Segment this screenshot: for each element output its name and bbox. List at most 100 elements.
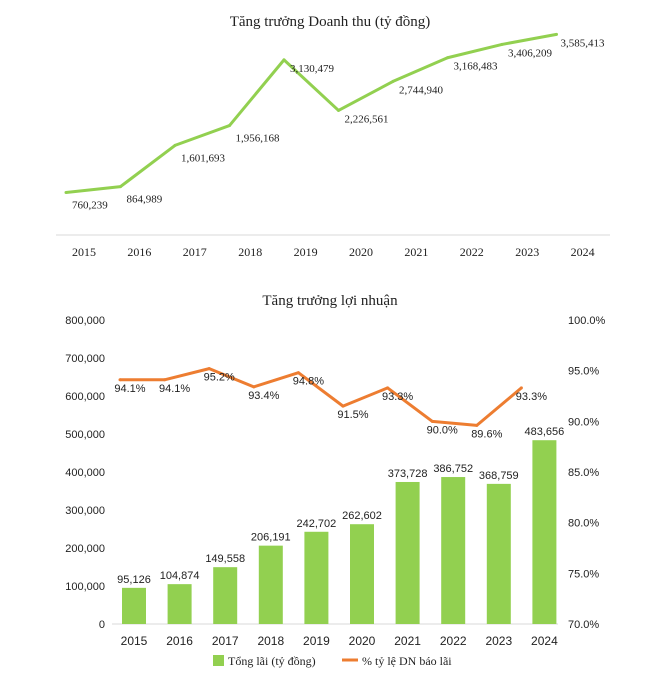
profit-bar-2019 — [304, 531, 329, 624]
revenue-x-tick-2024: 2024 — [571, 245, 595, 259]
revenue-point-2024 — [555, 32, 558, 36]
percent-line — [120, 367, 523, 427]
percent-data-labels: 94.1% 94.1% 95.2% 93.4% 94.8% 91.5% 93.3% 90.0%… — [114, 372, 547, 441]
left-axis-tick: 800,000 — [65, 315, 105, 327]
profit-right-axis-ticks: 70.0% 75.0% 80.0% 85.0% 90.0% 95.0% 100.0% — [568, 315, 606, 631]
profit-bar-2022 — [441, 477, 466, 624]
revenue-data-label-2022: 3,168,483 — [454, 61, 499, 73]
revenue-data-label-2017: 1,601,693 — [181, 152, 226, 164]
revenue-x-tick-2018: 2018 — [238, 245, 262, 259]
revenue-x-tick-labels: 2015 2016 2017 2018 2019 2020 2021 2022 2023 2024 — [72, 245, 595, 259]
legend: Tổng lãi (tỷ đồng) % tỷ lệ DN báo lãi — [213, 654, 452, 668]
profit-x-tick-2017: 2017 — [212, 634, 239, 648]
profit-x-tick-2023: 2023 — [485, 634, 512, 648]
revenue-x-tick-2022: 2022 — [460, 245, 484, 259]
right-axis-tick: 85.0% — [568, 467, 599, 479]
revenue-data-label-2023: 3,406,209 — [508, 47, 553, 59]
percent-point-2023 — [475, 423, 479, 427]
legend-swatch-profit — [213, 655, 224, 666]
left-axis-tick: 700,000 — [65, 353, 105, 365]
percent-point-2015 — [118, 378, 122, 382]
profit-x-tick-2021: 2021 — [394, 634, 421, 648]
profit-bar-2023 — [486, 483, 511, 624]
left-axis-tick: 0 — [99, 619, 105, 631]
percent-data-label-2022: 90.0% — [427, 424, 458, 436]
percent-point-2018 — [252, 385, 256, 389]
revenue-data-label-2018: 1,956,168 — [236, 133, 281, 145]
right-axis-tick: 80.0% — [568, 518, 599, 530]
left-axis-tick: 200,000 — [65, 543, 105, 555]
profit-x-tick-labels: 2015 2016 2017 2018 2019 2020 2021 2022 2023 2024 — [121, 634, 558, 648]
revenue-x-tick-2021: 2021 — [404, 245, 428, 259]
right-axis-tick: 90.0% — [568, 416, 599, 428]
profit-bar-label-2016: 104,874 — [160, 570, 200, 582]
revenue-point-2023 — [500, 42, 504, 46]
percent-data-label-2017: 95.2% — [204, 372, 235, 384]
profit-x-tick-2015: 2015 — [121, 634, 148, 648]
right-axis-tick: 70.0% — [568, 619, 599, 631]
revenue-data-label-2015: 760,239 — [72, 199, 108, 211]
profit-bar-2020 — [350, 524, 374, 624]
revenue-x-tick-2015: 2015 — [72, 245, 96, 259]
profit-bar-2017 — [213, 567, 238, 624]
revenue-point-2022 — [446, 56, 449, 60]
revenue-data-label-2019: 3,130,479 — [290, 63, 335, 75]
profit-bar-label-2018: 206,191 — [251, 532, 291, 544]
percent-point-2024 — [519, 386, 523, 390]
profit-bar-label-2023: 368,759 — [479, 470, 519, 482]
revenue-point-2016 — [119, 185, 122, 189]
percent-point-2020 — [341, 404, 345, 408]
profit-x-tick-2016: 2016 — [166, 634, 193, 648]
profit-bar-label-2019: 242,702 — [297, 518, 337, 530]
profit-bar-2018 — [258, 545, 283, 624]
right-axis-tick: 95.0% — [568, 366, 599, 378]
left-axis-tick: 500,000 — [65, 429, 105, 441]
percent-data-label-2015: 94.1% — [114, 383, 145, 395]
revenue-point-2018 — [228, 124, 231, 128]
revenue-data-label-2024: 3,585,413 — [561, 37, 606, 49]
percent-data-label-2023: 89.6% — [471, 428, 502, 440]
percent-data-label-2018: 93.4% — [248, 390, 279, 402]
left-axis-tick: 400,000 — [65, 467, 105, 479]
revenue-point-2020 — [337, 108, 340, 112]
percent-point-2017 — [207, 367, 211, 371]
profit-left-axis-ticks: 0 100,000 200,000 300,000 400,000 500,000 600,… — [65, 315, 105, 631]
revenue-x-tick-2019: 2019 — [294, 245, 318, 259]
revenue-x-tick-2016: 2016 — [127, 245, 151, 259]
revenue-data-labels: 760,239 864,989 1,601,693 1,956,168 3,130,47… — [72, 37, 605, 211]
profit-x-tick-2019: 2019 — [303, 634, 330, 648]
profit-bar-2024 — [532, 440, 557, 624]
profit-chart-title: Tăng trưởng lợi nhuận — [262, 293, 398, 309]
percent-data-label-2024: 93.3% — [516, 391, 547, 403]
right-axis-tick: 75.0% — [568, 568, 599, 580]
percent-point-2022 — [430, 419, 434, 423]
revenue-point-2017 — [173, 143, 177, 147]
profit-bar-label-2021: 373,728 — [388, 468, 428, 480]
percent-point-2019 — [296, 371, 300, 375]
revenue-data-label-2021: 2,744,940 — [399, 84, 444, 96]
profit-bar-label-2015: 95,126 — [117, 574, 151, 586]
revenue-x-tick-2020: 2020 — [349, 245, 373, 259]
percent-series — [118, 367, 523, 427]
profit-chart: Tăng trưởng lợi nhuận 0 100,000 200,000 300… — [65, 293, 605, 668]
percent-data-label-2021: 93.3% — [382, 391, 413, 403]
left-axis-tick: 600,000 — [65, 391, 105, 403]
revenue-point-2019 — [282, 58, 286, 62]
profit-bars — [122, 440, 557, 624]
revenue-x-tick-2023: 2023 — [515, 245, 539, 259]
revenue-x-tick-2017: 2017 — [183, 245, 207, 259]
profit-bar-labels: 95,126 104,874 149,558 206,191 242,702 262,60… — [117, 426, 564, 586]
percent-data-label-2016: 94.1% — [159, 383, 190, 395]
percent-data-label-2019: 94.8% — [293, 376, 324, 388]
percent-data-label-2020: 91.5% — [337, 409, 368, 421]
profit-bar-label-2017: 149,558 — [205, 553, 245, 565]
profit-bar-2021 — [395, 481, 420, 624]
profit-bar-label-2020: 262,602 — [342, 510, 382, 522]
profit-x-tick-2020: 2020 — [349, 634, 376, 648]
left-axis-tick: 100,000 — [65, 581, 105, 593]
profit-x-tick-2022: 2022 — [440, 634, 467, 648]
revenue-point-2015 — [64, 190, 68, 194]
revenue-data-label-2016: 864,989 — [127, 194, 163, 206]
